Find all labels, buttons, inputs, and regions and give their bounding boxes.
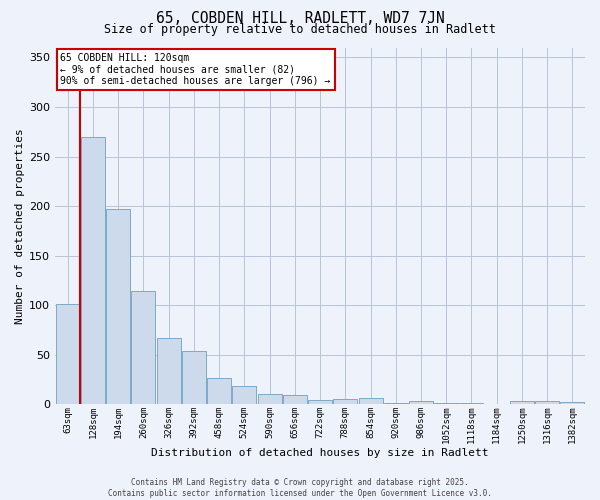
Bar	[232, 386, 256, 404]
Bar	[510, 402, 534, 404]
Bar	[359, 398, 383, 404]
Y-axis label: Number of detached properties: Number of detached properties	[15, 128, 25, 324]
Text: 65 COBDEN HILL: 120sqm
← 9% of detached houses are smaller (82)
90% of semi-deta: 65 COBDEN HILL: 120sqm ← 9% of detached …	[61, 53, 331, 86]
Bar	[131, 292, 155, 405]
Bar	[535, 402, 559, 404]
Bar	[182, 351, 206, 405]
Bar	[56, 304, 80, 404]
Bar	[207, 378, 231, 404]
Bar	[157, 338, 181, 404]
Bar	[283, 396, 307, 404]
Bar	[106, 209, 130, 404]
Text: Contains HM Land Registry data © Crown copyright and database right 2025.
Contai: Contains HM Land Registry data © Crown c…	[108, 478, 492, 498]
Bar	[81, 136, 105, 404]
Bar	[257, 394, 281, 404]
X-axis label: Distribution of detached houses by size in Radlett: Distribution of detached houses by size …	[151, 448, 489, 458]
Bar	[308, 400, 332, 404]
Text: 65, COBDEN HILL, RADLETT, WD7 7JN: 65, COBDEN HILL, RADLETT, WD7 7JN	[155, 11, 445, 26]
Text: Size of property relative to detached houses in Radlett: Size of property relative to detached ho…	[104, 24, 496, 36]
Bar	[334, 400, 357, 404]
Bar	[560, 402, 584, 404]
Bar	[409, 402, 433, 404]
